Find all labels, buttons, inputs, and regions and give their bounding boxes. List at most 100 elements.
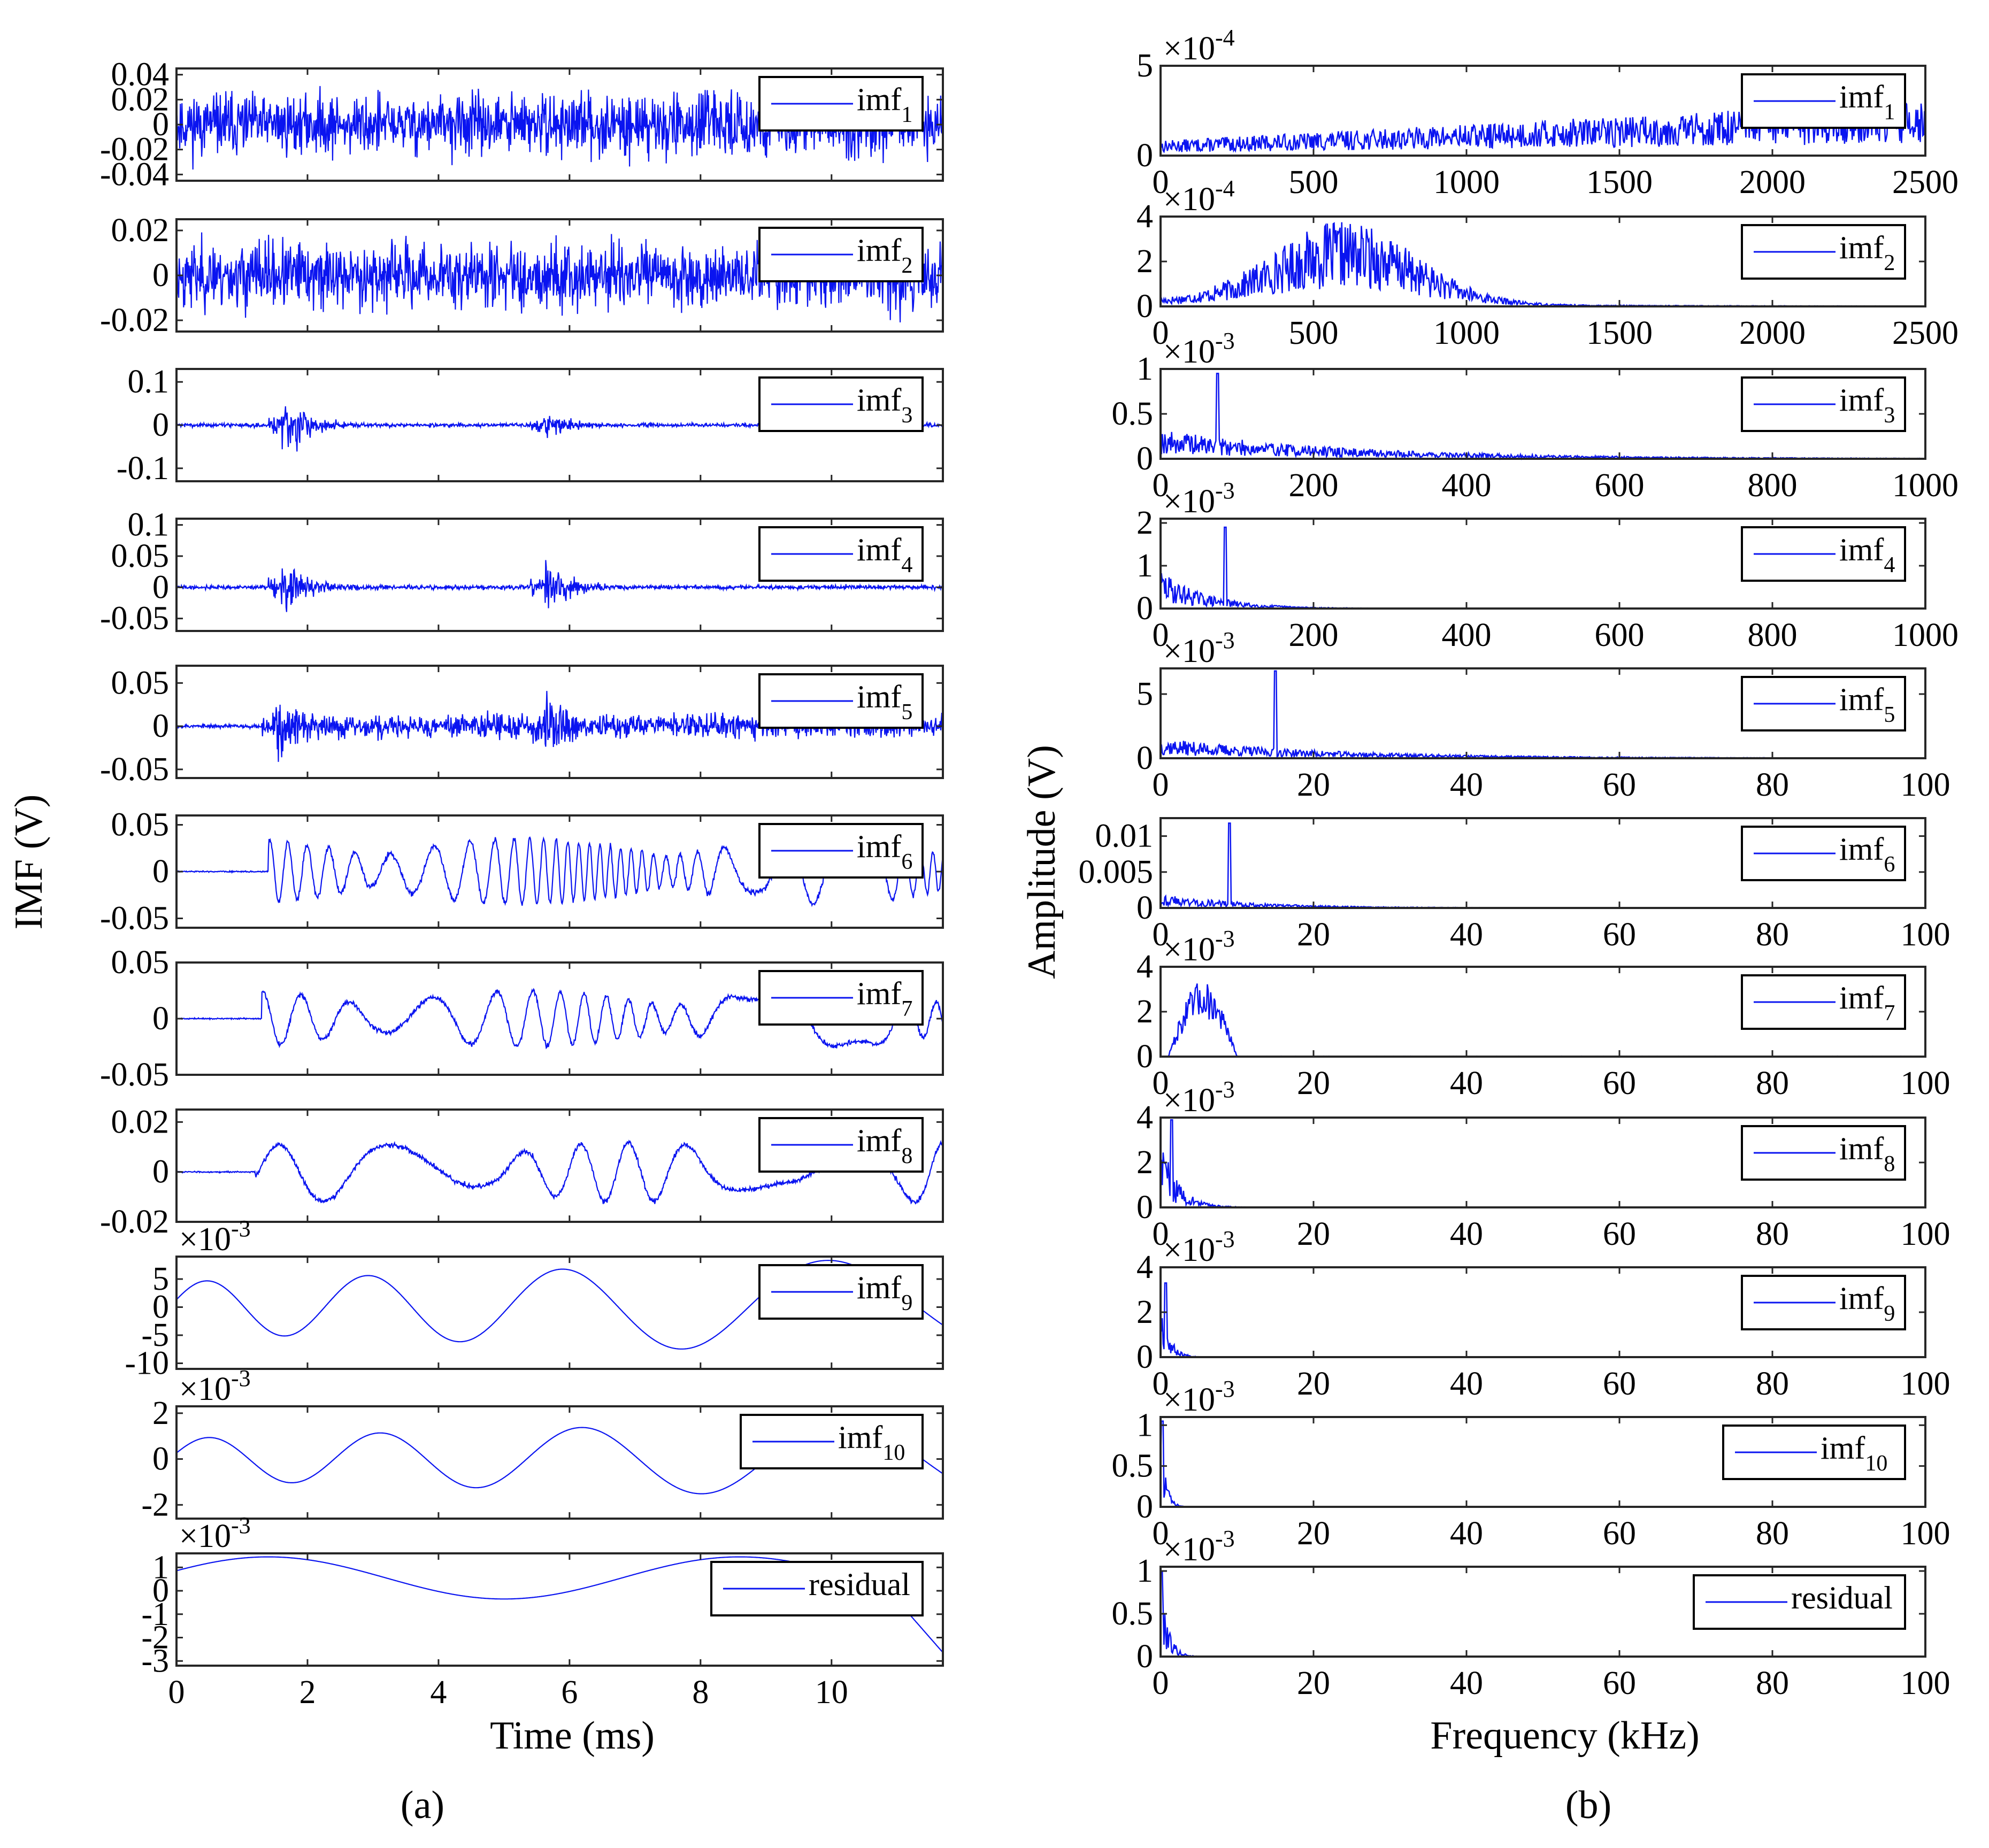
x-tick-label: 100: [1901, 1366, 1950, 1402]
y-tick-label: 0.05: [111, 538, 170, 574]
legend-label: imf7: [1839, 980, 1895, 1026]
x-tick-label: 0: [1153, 315, 1169, 351]
legend-label: imf4: [857, 532, 912, 578]
imf-panel-a-7: 0.05 0 -0.05 imf7: [100, 944, 944, 1093]
x-tick-label: 1000: [1433, 315, 1500, 351]
axis-multiplier: ×10-3: [1163, 627, 1235, 669]
axis-multiplier: ×10-3: [1163, 478, 1235, 520]
legend-label: imf1: [1839, 79, 1895, 125]
y-tick-label: 0.1: [128, 364, 170, 400]
imf-panel-a-3: 0.1 0 -0.1 imf3: [117, 364, 944, 487]
y-tick-label: 0: [1136, 890, 1153, 926]
legend-label: imf8: [857, 1123, 912, 1168]
axis-multiplier: ×10-3: [179, 1365, 251, 1407]
imf-panel-a-4: 0.10.050-0.05 imf4: [100, 507, 944, 637]
x-tick-label: 60: [1603, 1665, 1636, 1701]
axis-multiplier: ×10-3: [179, 1215, 251, 1258]
x-tick-label: 100: [1901, 917, 1950, 953]
x-tick-label: 60: [1603, 917, 1636, 953]
axes-box: [175, 665, 944, 779]
imf-panel-a-6: 0.05 0 -0.05 imf6: [100, 807, 944, 937]
x-tick-label: 80: [1756, 1216, 1789, 1252]
y-tick-label: 0: [1136, 1189, 1153, 1226]
axis-multiplier: ×10-3: [179, 1512, 251, 1554]
axis-multiplier: ×10-3: [1163, 926, 1235, 968]
y-tick-label: 0: [152, 1289, 169, 1326]
y-tick-label: 0.05: [111, 807, 170, 843]
x-tick-label: 60: [1603, 1216, 1636, 1252]
x-tick-label: 60: [1603, 1065, 1636, 1102]
axes-box: [1159, 817, 1926, 909]
y-tick-label: 4: [1136, 198, 1153, 235]
legend-label: imf7: [857, 976, 912, 1021]
x-tick-label: 20: [1297, 767, 1330, 803]
x-tick-label: 80: [1756, 767, 1789, 803]
legend-label: residual: [809, 1567, 910, 1602]
y-tick-label: 0.02: [111, 212, 170, 249]
x-tick-label: 1500: [1586, 315, 1653, 351]
x-tick-label: 80: [1756, 1665, 1789, 1701]
signal-trace: [175, 560, 944, 612]
axes-box: [1159, 667, 1926, 759]
y-tick-label: -0.05: [100, 751, 169, 788]
y-tick-label: 0: [1136, 1489, 1153, 1525]
x-tick-label: 2500: [1892, 315, 1959, 351]
legend-label: imf3: [857, 382, 912, 428]
axis-multiplier: ×10-3: [1163, 1226, 1235, 1268]
legend-label: imf10: [838, 1420, 905, 1465]
x-tick-label: 0: [1153, 617, 1169, 653]
legend-label: imf4: [1839, 532, 1895, 578]
x-tick-label: 80: [1756, 1515, 1789, 1552]
y-tick-label: -0.02: [100, 1204, 169, 1240]
legend-label: imf10: [1821, 1430, 1887, 1476]
y-tick-label: 0: [152, 853, 169, 890]
x-tick-label: 0: [1153, 917, 1169, 953]
legend-label: imf9: [1839, 1281, 1895, 1326]
x-tick-label: 6: [561, 1674, 578, 1711]
y-tick-label: 0.005: [1079, 854, 1154, 890]
x-tick-label: 40: [1450, 1065, 1483, 1102]
y-tick-label: -0.05: [100, 1057, 169, 1093]
y-tick-label: 0.1: [128, 507, 170, 543]
x-tick-label: 600: [1595, 467, 1645, 504]
x-tick-label: 8: [692, 1674, 709, 1711]
x-tick-label: 0: [1153, 1366, 1169, 1402]
subplot-grid: 0.040.020-0.02-0.04imf10.020-0.02imf20.1…: [100, 25, 1959, 1711]
right-ylabel: Amplitude (V): [1020, 745, 1064, 979]
x-tick-label: 40: [1450, 1216, 1483, 1252]
y-tick-label: 0.05: [111, 944, 170, 981]
y-tick-label: 0: [1136, 1638, 1153, 1675]
x-tick-label: 20: [1297, 1065, 1330, 1102]
y-tick-label: -10: [125, 1345, 169, 1382]
x-tick-label: 40: [1450, 767, 1483, 803]
spectrum-panel-b-10: 1 0.5 00 20 40 60 80 100 ×10-3 imf10: [1112, 1376, 1950, 1552]
y-tick-label: 0: [1136, 740, 1153, 776]
axis-multiplier: ×10-3: [1163, 1076, 1235, 1119]
legend-label: imf8: [1839, 1131, 1895, 1176]
y-tick-label: 1: [1136, 548, 1153, 584]
y-tick-label: 4: [1136, 1099, 1153, 1136]
signal-trace: [176, 988, 943, 1050]
x-tick-label: 1000: [1433, 164, 1500, 201]
axes-box: [1159, 1566, 1926, 1658]
x-tick-label: 0: [1153, 1065, 1169, 1102]
y-tick-label: 0.01: [1095, 818, 1154, 854]
y-tick-label: -1: [141, 1596, 169, 1633]
y-tick-label: 0: [1136, 288, 1153, 325]
imf-panel-a-8: 0.02 0 -0.02 imf8: [100, 1104, 944, 1240]
x-tick-label: 100: [1901, 1216, 1950, 1252]
x-tick-label: 2000: [1739, 164, 1806, 201]
x-tick-label: 80: [1756, 917, 1789, 953]
y-tick-label: 0: [152, 106, 169, 143]
y-tick-label: 1: [1136, 1553, 1153, 1589]
x-tick-label: 0: [1153, 767, 1169, 803]
imf-panel-a-1: 0.040.020-0.02-0.04 imf1: [100, 57, 944, 192]
y-tick-label: 0: [152, 1441, 169, 1477]
